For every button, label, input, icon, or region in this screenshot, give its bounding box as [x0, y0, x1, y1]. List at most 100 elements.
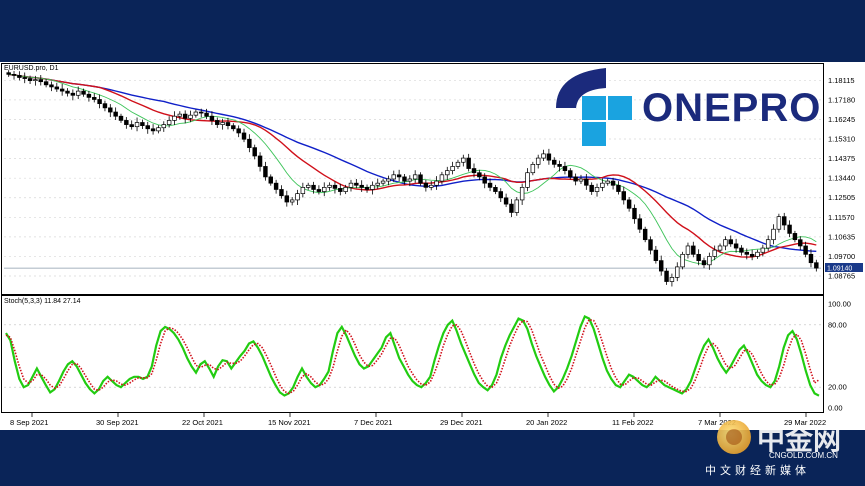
candle-body — [311, 184, 316, 190]
candle-body — [626, 199, 632, 209]
candle-body — [642, 228, 648, 241]
candle-body — [755, 251, 760, 257]
candle-body — [653, 249, 659, 261]
candle-body — [434, 180, 439, 186]
candle-body — [145, 125, 150, 130]
stoch-panel-border — [1, 295, 824, 413]
price-tick-label: 1.08765 — [828, 271, 855, 280]
candle-body — [648, 239, 653, 251]
candle-body — [557, 164, 562, 167]
candle-body — [375, 182, 380, 186]
watermark-title: 中金网 — [757, 423, 842, 456]
candle-body — [680, 253, 685, 268]
candle-body — [514, 199, 520, 213]
candle-body — [461, 157, 466, 163]
candle-body — [338, 188, 343, 192]
candle-body — [568, 170, 573, 178]
candle-body — [498, 191, 503, 199]
candle-body — [247, 138, 252, 148]
price-chart-svg: 1.18115 1.17180 1.16245 1.15310 1.14375 1.134… — [1, 63, 863, 427]
grid — [4, 79, 821, 388]
candle-body — [723, 239, 728, 247]
candle-body — [605, 180, 610, 184]
candle-body — [632, 207, 637, 220]
candle-body — [798, 239, 803, 247]
candle-body — [712, 249, 717, 257]
x-tick-label: 22 Oct 2021 — [182, 418, 223, 427]
candle-body — [792, 233, 798, 241]
candle-body — [370, 184, 375, 190]
candle-body — [717, 245, 723, 251]
candle-body — [199, 111, 204, 114]
candle-body — [33, 79, 38, 81]
candle-body — [140, 122, 145, 126]
x-tick-label: 7 Mar 2022 — [698, 418, 736, 427]
candle-body — [124, 120, 129, 125]
candle-body — [22, 77, 27, 79]
onepro-logo: ONEPRO — [556, 68, 820, 148]
candle-body — [348, 182, 354, 188]
candle-body — [343, 187, 348, 192]
candle-body — [59, 88, 65, 92]
candle-body — [771, 228, 776, 241]
candle-body — [6, 72, 11, 75]
candle-body — [696, 253, 701, 261]
candle-body — [675, 266, 680, 278]
onepro-logo-text: ONEPRO — [642, 86, 822, 130]
candle-body — [359, 184, 364, 188]
candle-body — [75, 90, 81, 96]
candle-body — [188, 114, 193, 119]
candle-body — [423, 182, 429, 188]
candle-body — [744, 251, 750, 255]
watermark-domain: CNGOLD.COM.CN — [769, 451, 838, 460]
stoch-tick-label: 80.00 — [828, 320, 847, 329]
candle-body — [739, 247, 744, 253]
candle-body — [418, 174, 423, 184]
candle-body — [193, 111, 199, 116]
candle-body — [808, 253, 814, 264]
candle-body — [97, 99, 102, 105]
candle-body — [27, 78, 33, 81]
coin-icon — [717, 420, 751, 454]
candle-body — [161, 124, 167, 129]
candle-body — [487, 182, 493, 188]
stochastic-lines — [5, 315, 820, 397]
candle-body — [220, 122, 225, 125]
candle-body — [584, 178, 589, 186]
candle-body — [669, 277, 675, 282]
candle-body — [257, 155, 263, 167]
candle-body — [814, 262, 819, 269]
candle-body — [600, 182, 605, 188]
candle-body — [552, 159, 557, 165]
candle-body — [728, 239, 733, 245]
current-price-badge — [825, 263, 863, 272]
candle-body — [760, 247, 766, 253]
candle-body — [177, 113, 183, 117]
candle-body — [279, 189, 284, 197]
candle-body — [231, 125, 236, 130]
candle-body — [546, 153, 552, 161]
candle-body — [519, 187, 525, 201]
candle-body — [92, 97, 97, 100]
candle-body — [455, 161, 461, 167]
candle-body — [445, 170, 450, 176]
candle-body — [273, 182, 279, 190]
price-chart-title: EURUSD.pro, D1 — [4, 65, 59, 72]
candle-body — [380, 180, 386, 184]
price-tick-label: 1.18115 — [828, 76, 855, 85]
candle-body — [166, 120, 172, 125]
candle-body — [803, 245, 808, 255]
mid-ma-line — [8, 73, 817, 258]
candle-body — [49, 84, 54, 88]
candle-body — [402, 176, 407, 182]
candle-body — [70, 92, 76, 96]
candle-body — [439, 174, 445, 182]
candle-body — [578, 178, 584, 182]
stoch-tick-label: 0.00 — [828, 404, 843, 413]
onepro-logo-mark — [556, 68, 632, 146]
candle-body — [322, 187, 327, 192]
price-tick-label: 1.13440 — [828, 174, 855, 183]
candle-body — [134, 122, 140, 128]
candle-body — [477, 172, 482, 178]
candle-body — [236, 128, 241, 134]
